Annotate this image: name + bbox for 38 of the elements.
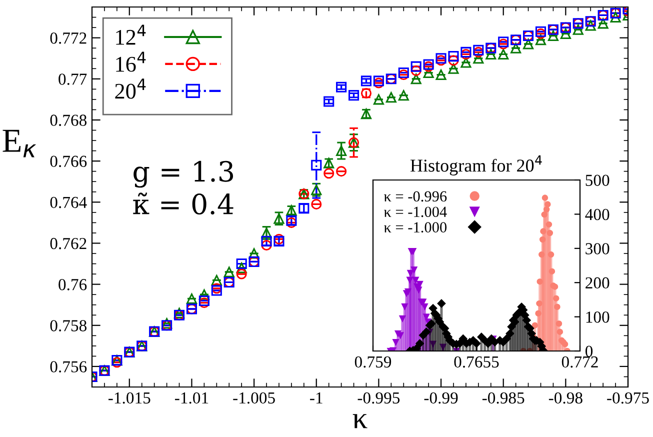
y-tick-label: 0.772 [50, 32, 86, 44]
x-tick-label: -1 [310, 392, 322, 404]
y-tick-label: 0.756 [50, 361, 87, 372]
x-tick-label: -1.01 [174, 392, 208, 404]
y-tick-label: 300 [586, 243, 610, 254]
y-tick-label: 0.77 [58, 74, 87, 85]
y-tick-label: 0.762 [50, 238, 86, 250]
legend-label: κ = -1.004 [384, 206, 447, 218]
x-tick-label: -0.995 [358, 392, 400, 404]
legend-label: 12$^{4}$ [116, 24, 146, 45]
legend-label: 20$^{4}$ [115, 78, 146, 99]
x-tick-label: -0.99 [424, 392, 458, 404]
x-axis-title: κ [352, 414, 368, 428]
y-tick-label: 0.766 [50, 156, 87, 168]
legend-label: 16$^{4}$ [116, 52, 146, 72]
x-tick-label: -0.985 [482, 392, 524, 404]
x-tick-label: 0.772 [562, 356, 598, 368]
y-tick-label: 0.768 [50, 114, 87, 126]
y-axis-title: E$_{κ}$ [2, 130, 36, 158]
y-tick-label: 0.76 [58, 278, 87, 290]
y-tick-label: 0.764 [50, 196, 87, 208]
annotation: g = 1.3 [134, 160, 234, 188]
legend-label: κ = -0.996 [384, 191, 447, 202]
y-tick-label: 500 [586, 174, 610, 186]
x-tick-label: -1.015 [108, 392, 150, 404]
x-tick-label: -1.005 [233, 392, 275, 404]
x-tick-label: 0.759 [354, 356, 392, 368]
y-tick-label: 400 [585, 208, 610, 220]
x-tick-label: -0.975 [607, 392, 649, 404]
chart-title: Histogram for 20$^{4}$ [410, 155, 542, 176]
y-tick-label: 200 [586, 277, 610, 289]
x-tick-label: -0.98 [548, 392, 582, 404]
legend-label: κ = -1.000 [384, 222, 447, 233]
x-tick-label: 0.7655 [454, 356, 499, 368]
annotation: κ̃ = 0.4 [133, 192, 234, 215]
y-tick-label: 0.758 [50, 320, 87, 332]
y-tick-label: 100 [586, 312, 610, 323]
y-tick-label: 0 [585, 346, 593, 357]
